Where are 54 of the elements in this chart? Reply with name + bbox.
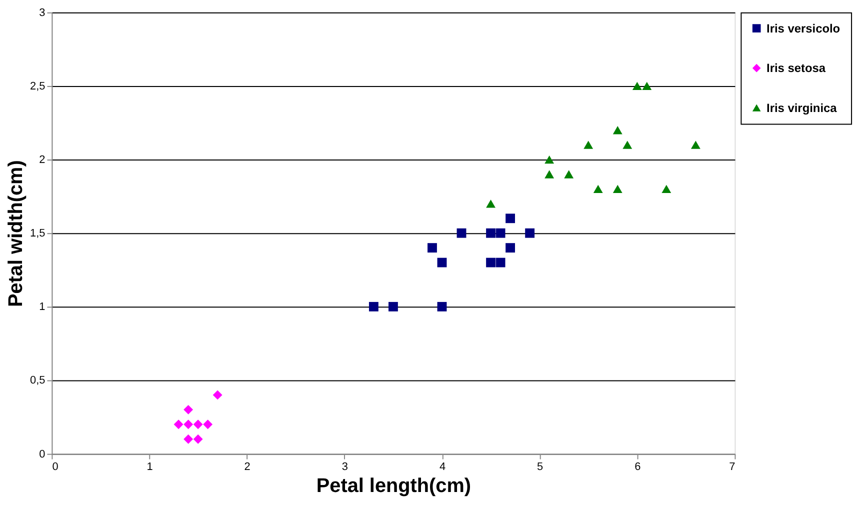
point: [612, 126, 622, 134]
point: [642, 82, 652, 90]
point: [525, 228, 535, 238]
point: [174, 420, 184, 430]
point: [486, 228, 496, 238]
x-tick-label: 1: [146, 461, 153, 474]
point: [388, 302, 398, 312]
point: [184, 434, 194, 444]
legend-label: Iris setosa: [766, 61, 826, 76]
point: [544, 155, 554, 164]
point: [437, 258, 447, 268]
y-tick-label: 3: [39, 6, 46, 19]
point: [496, 258, 506, 268]
y-tick-label: 2,5: [30, 80, 46, 92]
point: [193, 434, 203, 444]
y-axis-title: Petal width(cm): [5, 160, 28, 308]
point: [564, 170, 574, 178]
point: [622, 140, 632, 149]
point: [584, 140, 594, 149]
point: [632, 82, 642, 90]
point: [203, 420, 213, 430]
point: [184, 420, 194, 430]
point: [662, 184, 672, 194]
point: [506, 243, 516, 253]
x-tick-label: 3: [342, 461, 348, 474]
y-tick-label: 1: [39, 301, 46, 314]
x-tick-label: 6: [634, 461, 641, 474]
x-axis-title: Petal length(cm): [316, 475, 472, 498]
point: [428, 243, 437, 253]
y-tick-label: 1,5: [30, 228, 46, 240]
x-tick-label: 5: [537, 461, 544, 474]
y-tick-label: 2: [39, 154, 46, 166]
point: [690, 140, 700, 149]
legend-label: Iris versicolo: [766, 21, 840, 36]
legend-label: Iris virginica: [766, 100, 838, 115]
point: [437, 302, 447, 312]
point: [368, 302, 378, 312]
x-tick-label: 4: [439, 461, 446, 474]
point: [456, 228, 466, 238]
x-tick-label: 0: [52, 461, 58, 474]
y-tick-label: 0,5: [30, 374, 46, 387]
point: [212, 390, 222, 400]
point: [486, 258, 496, 268]
y-tick-label: 0: [39, 448, 46, 460]
x-tick-label: 2: [244, 461, 250, 474]
point: [612, 184, 622, 194]
point: [486, 200, 496, 208]
point: [193, 420, 203, 430]
x-tick-label: 7: [729, 461, 736, 474]
point: [496, 228, 506, 238]
point: [506, 214, 516, 224]
point: [593, 184, 603, 194]
point: [184, 404, 194, 414]
point: [544, 170, 554, 178]
